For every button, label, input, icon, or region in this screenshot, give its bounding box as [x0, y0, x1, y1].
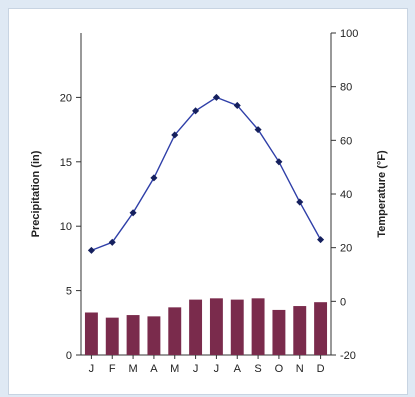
left-tick-label: 15	[60, 157, 72, 169]
precipitation-bar	[293, 306, 307, 355]
right-tick-label: 0	[340, 296, 346, 308]
temperature-point	[296, 198, 304, 206]
temperature-point	[212, 93, 220, 101]
precipitation-bar	[147, 316, 161, 355]
x-tick-label: M	[128, 363, 137, 375]
temperature-point	[150, 174, 158, 182]
precipitation-bar	[314, 302, 328, 355]
chart-panel: 0 5 10 15 20 -20 0 20 40 60 80 100 J F M A M J J A S O N D Preci…	[8, 8, 408, 395]
left-tick-label: 20	[60, 92, 72, 104]
right-tick-label: 80	[340, 82, 352, 94]
temperature-point	[129, 209, 137, 217]
x-tick-label: J	[214, 363, 220, 375]
x-tick-label: J	[89, 363, 95, 375]
temperature-point	[317, 236, 325, 244]
x-tick-label: A	[234, 363, 242, 375]
left-axis-title: Precipitation (in)	[30, 150, 42, 237]
x-tick-label: D	[317, 363, 325, 375]
right-tick-label: 100	[340, 28, 358, 40]
precipitation-bar	[251, 298, 265, 355]
x-tick-label: M	[170, 363, 179, 375]
precipitation-bar	[230, 299, 244, 355]
right-axis-title: Temperature (°F)	[376, 150, 388, 238]
precipitation-bar	[105, 317, 119, 355]
left-tick-label: 10	[60, 221, 72, 233]
left-tick-label: 5	[66, 286, 72, 298]
x-tick-label: S	[254, 363, 261, 375]
temperature-point	[192, 107, 200, 115]
precipitation-bar	[126, 315, 140, 355]
x-tick-label: N	[296, 363, 304, 375]
right-tick-label: 60	[340, 135, 352, 147]
x-tick-label: A	[150, 363, 158, 375]
temperature-point	[275, 158, 283, 166]
temperature-point	[233, 101, 241, 109]
x-tick-label: J	[193, 363, 199, 375]
x-tick-label: O	[275, 363, 284, 375]
temperature-point	[108, 238, 116, 246]
temperature-line	[91, 96, 322, 252]
precipitation-bar	[168, 307, 182, 355]
right-tick-label: 40	[340, 189, 352, 201]
right-tick-label: 20	[340, 243, 352, 255]
left-tick-label: 0	[66, 350, 72, 362]
precipitation-bar	[272, 309, 286, 355]
temperature-point	[87, 246, 95, 254]
precipitation-bar	[84, 312, 98, 355]
right-tick-label: -20	[340, 350, 356, 362]
x-tick-label: F	[109, 363, 116, 375]
precipitation-bar	[209, 298, 223, 355]
temperature-point	[171, 131, 179, 139]
precipitation-bar	[189, 299, 203, 355]
